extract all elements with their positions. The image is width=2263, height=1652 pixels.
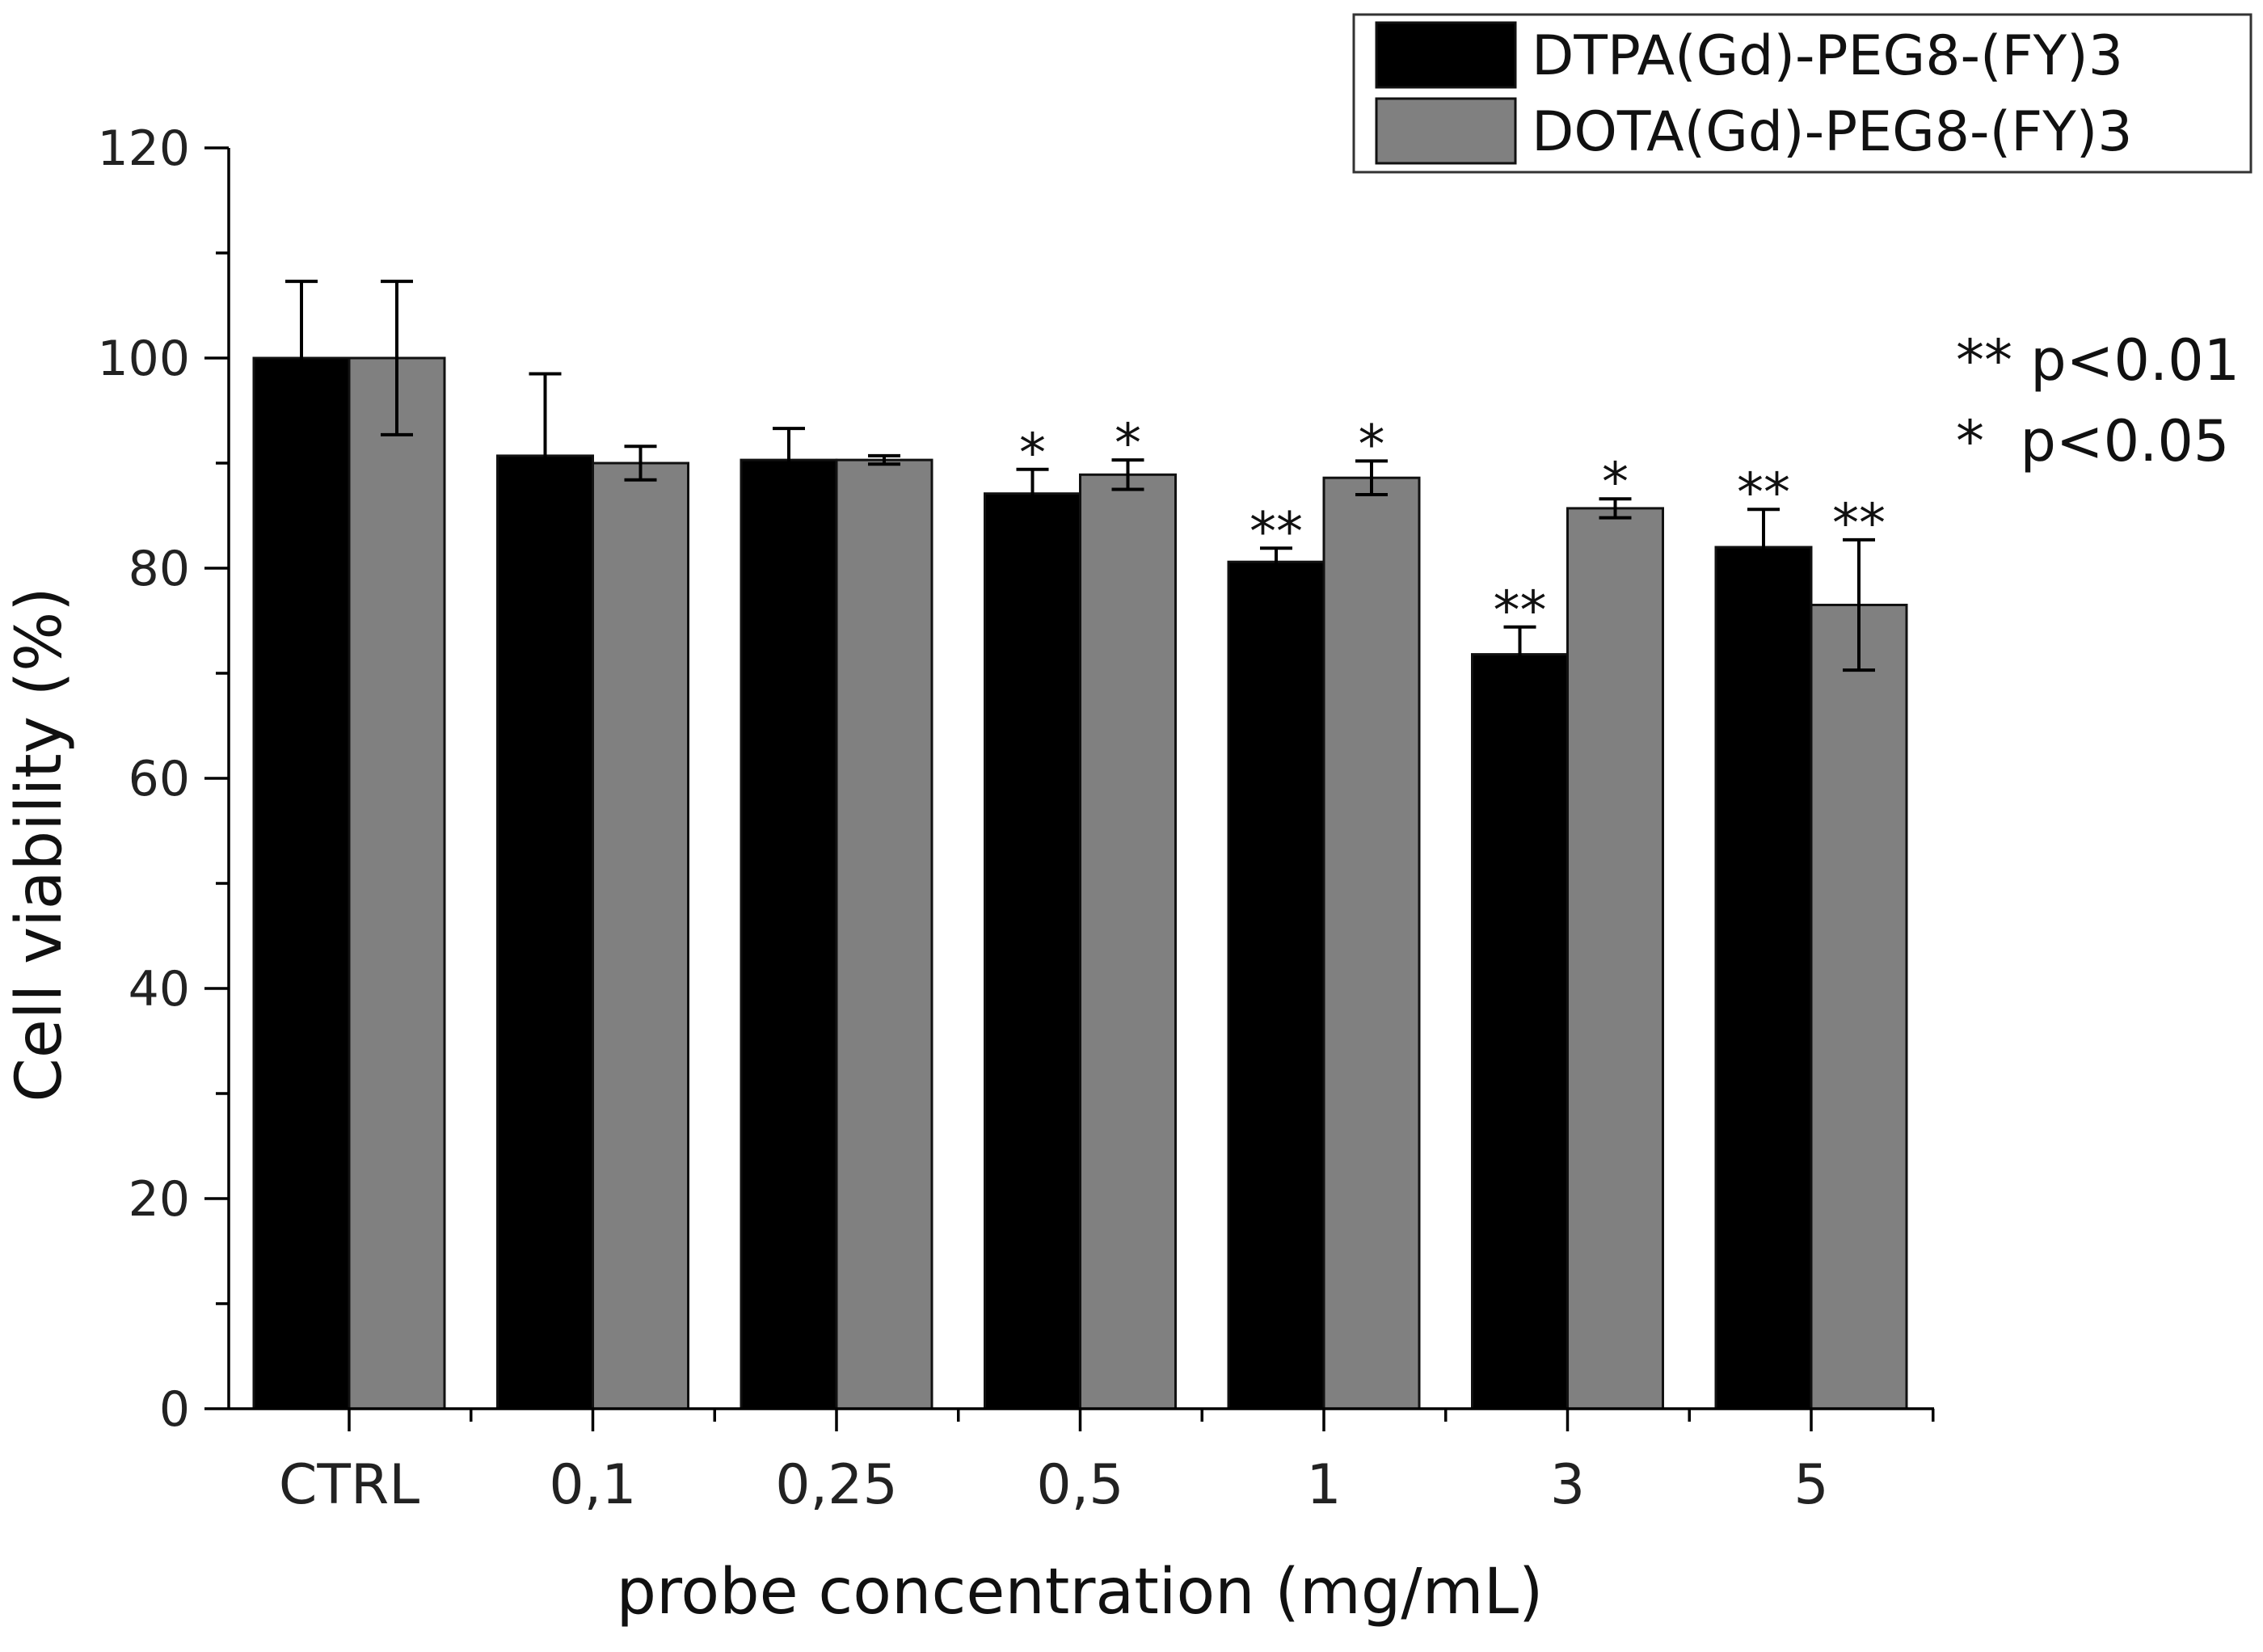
bar-series1-4 [1322, 476, 1421, 1410]
bar-series0-6 [1714, 546, 1813, 1410]
bars [252, 356, 1908, 1410]
y-tick-label: 40 [129, 961, 190, 1018]
x-tick-label: 5 [1793, 1453, 1828, 1517]
legend: DTPA(Gd)-PEG8-(FY)3 DOTA(Gd)-PEG8-(FY)3 [1352, 13, 2252, 174]
bar-series0-1 [496, 454, 594, 1410]
bar-series0-3 [984, 492, 1081, 1410]
significance-markers: ******** **** [1019, 412, 1886, 642]
bar-series1-0 [348, 356, 446, 1410]
x-tick-label: CTRL [279, 1453, 419, 1517]
y-tick-label: 120 [97, 120, 190, 177]
y-tick-label: 100 [97, 331, 190, 387]
bar-series0-5 [1471, 653, 1569, 1410]
x-axis-title: probe concentration (mg/mL) [617, 1556, 1544, 1629]
bar-series1-6 [1810, 604, 1908, 1410]
significance-note-p001: ** p<0.01 [1956, 327, 2240, 394]
y-tick-label: 0 [159, 1381, 190, 1438]
x-tick-label: 0,1 [549, 1453, 636, 1517]
x-tick-label: 3 [1550, 1453, 1585, 1517]
significance-marker: ** [1249, 500, 1303, 563]
bar-series0-2 [740, 458, 838, 1410]
x-tick-label: 1 [1306, 1453, 1341, 1517]
significance-marker: * [1602, 451, 1629, 513]
significance-marker: ** [1832, 492, 1886, 554]
bar-series0-4 [1227, 560, 1325, 1410]
bar-series0-0 [252, 356, 351, 1410]
significance-marker: * [1115, 412, 1141, 474]
y-tick-label: 60 [129, 751, 190, 807]
x-tick-label: 0,25 [775, 1453, 897, 1517]
legend-swatch-dota [1375, 97, 1517, 165]
significance-marker: * [1019, 422, 1046, 484]
legend-label-dota: DOTA(Gd)-PEG8-(FY)3 [1532, 100, 2133, 164]
y-tick-label: 20 [129, 1171, 190, 1228]
bar-series1-2 [835, 458, 933, 1410]
bar-series1-3 [1079, 473, 1177, 1410]
bar-series1-5 [1566, 507, 1664, 1410]
x-tick-label: 0,5 [1036, 1453, 1123, 1517]
error-bars [285, 280, 1875, 684]
legend-swatch-dtpa [1375, 21, 1517, 89]
axes: 0 20 40 60 80 100 120 CTRL 0,1 0,25 0,5 1 3 5 [97, 120, 1935, 1517]
y-axis-title: Cell viability (%) [3, 587, 76, 1102]
legend-label-dtpa: DTPA(Gd)-PEG8-(FY)3 [1532, 24, 2123, 88]
significance-note: ** p<0.01 * p<0.05 [1956, 327, 2240, 474]
significance-note-p005: * p<0.05 [1956, 408, 2229, 474]
y-tick-label: 80 [129, 541, 190, 597]
significance-marker: * [1359, 413, 1385, 475]
significance-marker: ** [1737, 461, 1790, 524]
significance-marker: ** [1494, 579, 1547, 642]
bar-series1-1 [592, 461, 689, 1410]
